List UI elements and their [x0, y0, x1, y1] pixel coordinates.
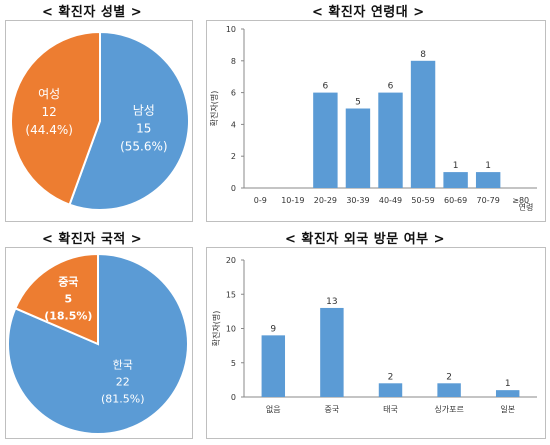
- y-tick-label: 8: [231, 57, 236, 66]
- slice-value-label: 12: [42, 105, 57, 119]
- gender-chart-title: < 확진자 성별 >: [42, 5, 143, 20]
- travel-bar-panel: 0 5 10 15 20 확진자(명) 9 없음 13 중국 2 태국 2 싱가포르 1 일본: [206, 247, 546, 439]
- bar: [495, 390, 520, 397]
- y-tick-label: 10: [226, 25, 236, 34]
- gender-pie-panel: 남성 15 (55.6%) 여성 12 (44.4%): [5, 20, 193, 222]
- bar: [443, 172, 468, 188]
- x-tick-label: 없음: [266, 405, 281, 414]
- bar-data-label: 13: [326, 297, 337, 307]
- x-tick-label: 70-79: [477, 196, 500, 205]
- bar: [378, 383, 403, 397]
- y-tick-label: 4: [231, 120, 236, 129]
- x-tick-label: 20-29: [314, 196, 337, 205]
- x-tick-label: 50-59: [411, 196, 434, 205]
- y-tick-label: 6: [231, 89, 236, 98]
- slice-value-label: 5: [64, 293, 72, 306]
- age-bar-chart: 0 2 4 6 8 10 확진자(명) 0-9 10-19 6 20-29 5 30-39 6 40-49 8…: [209, 25, 537, 212]
- slice-label: 중국: [58, 276, 78, 289]
- pie-slice: [9, 30, 101, 206]
- slice-value-label: 22: [116, 375, 130, 388]
- x-tick-label: 태국: [383, 405, 398, 414]
- y-axis-title: 확진자(명): [209, 91, 219, 127]
- x-tick-label: 10-19: [281, 196, 304, 205]
- age-bar-panel: 0 2 4 6 8 10 확진자(명) 0-9 10-19 6 20-29 5 30-39 6 40-49 8…: [206, 20, 546, 222]
- x-tick-label: 0-9: [254, 196, 267, 205]
- nationality-pie-panel: 한국 22 (81.5%) 중국 5 (18.5%): [5, 247, 193, 439]
- slice-label: 여성: [38, 87, 60, 101]
- bar: [410, 60, 436, 188]
- bar: [261, 335, 286, 397]
- bar-data-label: 1: [505, 379, 511, 389]
- bar: [313, 92, 338, 188]
- nationality-chart-title: < 확진자 국적 >: [42, 232, 143, 247]
- pie-slice: [68, 30, 190, 211]
- slice-percent-label: (55.6%): [120, 140, 167, 154]
- bar-data-label: 1: [453, 161, 459, 171]
- bar: [378, 92, 403, 188]
- x-tick-label: 40-49: [379, 196, 402, 205]
- bar-data-label: 9: [270, 324, 276, 334]
- travel-bar-chart: 0 5 10 15 20 확진자(명) 9 없음 13 중국 2 태국 2 싱가포르 1 일본: [211, 256, 537, 414]
- x-tick-label: ≥80: [512, 196, 529, 205]
- nationality-pie-chart: 한국 22 (81.5%) 중국 5 (18.5%): [7, 252, 189, 435]
- bar-data-label: 2: [446, 372, 452, 382]
- bar-data-label: 8: [420, 50, 426, 60]
- pie-slice: [14, 252, 99, 346]
- travel-chart-title: < 확진자 외국 방문 여부 >: [285, 232, 446, 247]
- y-tick-label: 20: [226, 256, 236, 265]
- y-axis-title: 확진자(명): [211, 311, 221, 347]
- y-tick-label: 5: [231, 359, 236, 368]
- bar-data-label: 5: [355, 98, 361, 108]
- slice-percent-label: (18.5%): [44, 310, 92, 323]
- y-tick-label: 0: [231, 393, 236, 402]
- x-tick-label: 60-69: [444, 196, 467, 205]
- bar-data-label: 6: [323, 82, 329, 92]
- slice-value-label: 15: [136, 122, 151, 136]
- x-tick-label: 일본: [500, 405, 515, 414]
- gender-pie-chart: 남성 15 (55.6%) 여성 12 (44.4%): [9, 30, 190, 211]
- bar-data-label: 6: [388, 82, 394, 92]
- bar-data-label: 2: [388, 372, 394, 382]
- slice-label: 한국: [113, 358, 133, 371]
- slice-percent-label: (44.4%): [25, 123, 72, 137]
- y-tick-label: 10: [226, 325, 236, 334]
- bar: [320, 307, 344, 397]
- y-tick-label: 0: [231, 184, 236, 193]
- slice-percent-label: (81.5%): [101, 392, 145, 405]
- age-chart-title: < 확진자 연령대 >: [312, 5, 425, 20]
- x-axis-title: 연령: [519, 203, 534, 212]
- y-tick-label: 15: [226, 290, 236, 299]
- x-tick-label: 30-39: [346, 196, 369, 205]
- y-tick-label: 2: [231, 152, 236, 161]
- bar: [437, 383, 461, 397]
- x-tick-label: 중국: [325, 405, 340, 414]
- bar-data-label: 1: [485, 161, 491, 171]
- x-tick-label: 싱가포르: [434, 404, 463, 414]
- slice-label: 남성: [133, 104, 155, 118]
- bar: [345, 108, 371, 188]
- bar: [475, 172, 501, 188]
